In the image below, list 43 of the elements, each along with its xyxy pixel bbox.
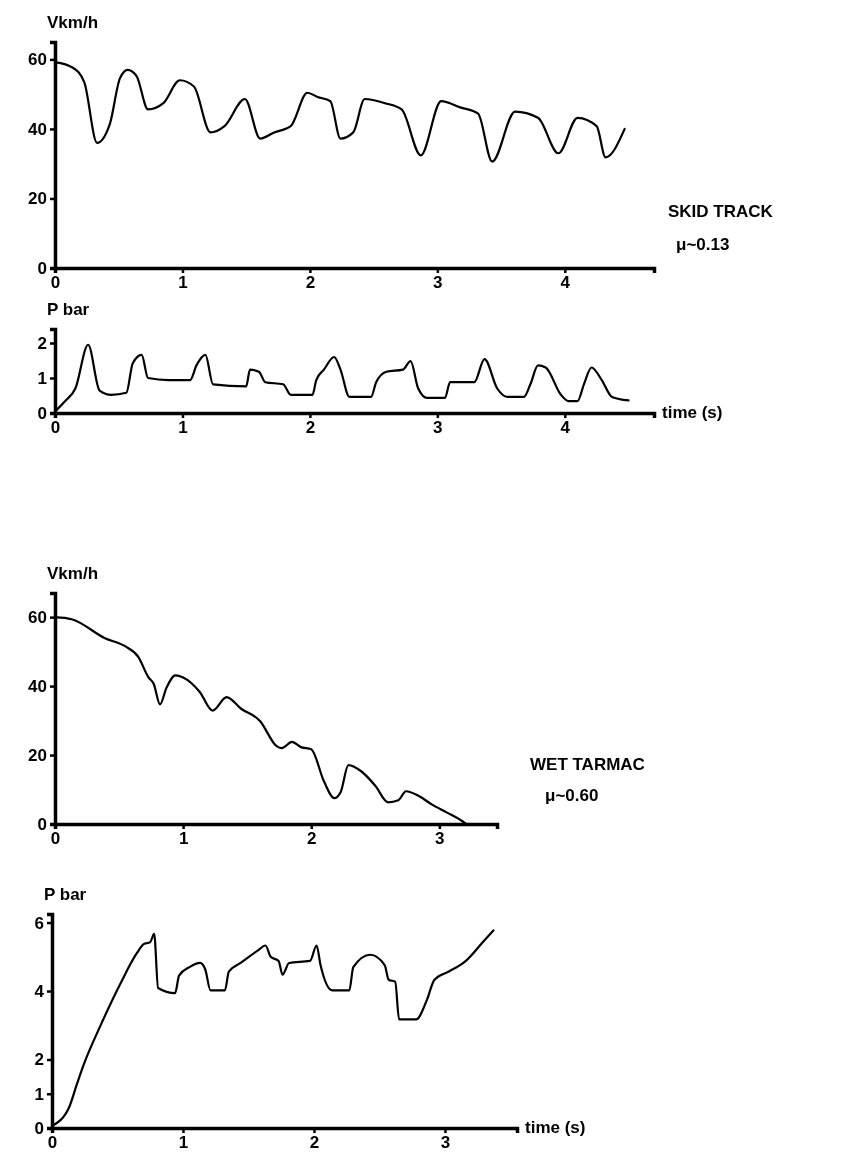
x-tick-label: 3: [433, 418, 443, 438]
y-tick-label: 0: [34, 1118, 44, 1138]
text: μ~0.60: [545, 786, 599, 805]
x-tick-label: 4: [560, 273, 571, 293]
y-tick-label: 4: [34, 981, 45, 1001]
x-tick-label: 1: [178, 273, 188, 293]
y-tick-label: 20: [28, 189, 47, 209]
y-tick-label: 60: [28, 608, 47, 628]
y-tick-label: 1: [34, 1084, 44, 1104]
x-tick-label: 4: [560, 418, 571, 438]
x-tick-label: 2: [305, 273, 316, 293]
y-tick-label: 6: [34, 913, 44, 933]
x-tick-label: 0: [50, 829, 61, 849]
text: WET TARMAC: [530, 755, 645, 774]
text: μ~0.13: [676, 235, 730, 254]
x-tick-label: 2: [309, 1133, 320, 1153]
y-tick-label: 40: [28, 677, 47, 697]
x-tick-label: 1: [178, 829, 189, 849]
x-tick-label: 3: [433, 273, 443, 293]
y-tick-label: 2: [37, 333, 47, 353]
x-tick-label: 1: [178, 1133, 189, 1153]
y-tick-label: 60: [28, 50, 47, 70]
y-tick-label: 0: [37, 403, 47, 423]
y-axis-title: P bar: [47, 300, 90, 319]
y-axis-title: P bar: [44, 885, 87, 904]
y-tick-label: 0: [37, 258, 47, 278]
y-tick-label: 2: [34, 1050, 44, 1070]
x-axis-title: time (s): [662, 403, 723, 422]
x-tick-label: 1: [178, 418, 188, 438]
y-axis-title: Vkm/h: [47, 564, 99, 583]
text: SKID TRACK: [668, 202, 774, 221]
x-tick-label: 3: [440, 1133, 451, 1153]
x-tick-label: 2: [307, 829, 317, 849]
y-tick-label: 40: [28, 119, 47, 139]
y-tick-label: 20: [28, 745, 47, 765]
x-tick-label: 2: [305, 418, 316, 438]
x-axis-title: time (s): [525, 1118, 586, 1137]
y-tick-label: 0: [37, 814, 47, 834]
x-tick-label: 0: [50, 418, 61, 438]
x-tick-label: 3: [435, 829, 445, 849]
y-axis-title: Vkm/h: [47, 13, 99, 32]
x-tick-label: 0: [50, 273, 61, 293]
y-tick-label: 1: [37, 368, 47, 388]
